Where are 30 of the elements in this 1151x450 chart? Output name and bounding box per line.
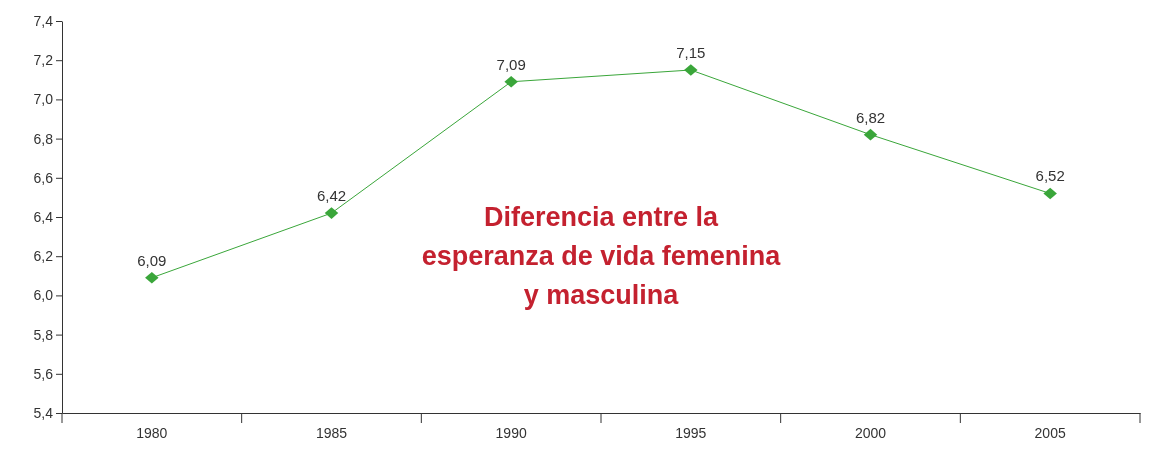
point [324,207,339,219]
data-label: 6,42 [316,187,347,205]
point [863,128,878,141]
y-tick-label: 7,0 [33,91,54,108]
y-tick-label: 5,4 [33,404,54,421]
y-tick-label: 6,6 [33,169,54,186]
y-tick-label: 7,2 [33,52,54,69]
data-label: 6,82 [855,108,886,126]
data-label: 7,15 [676,44,706,61]
x-tick-label: 1995 [675,425,707,442]
text: Diferencia entre la esperanza de vida femenina y masculina [421,202,782,310]
x-tick-label: 2005 [1034,425,1066,442]
y-tick-label: 5,6 [33,365,54,382]
y-tick-label: 6,2 [33,248,54,265]
data-label: 6,52 [1035,167,1065,185]
y-tick-label: 6,4 [33,208,54,225]
y-tick-label: 6,0 [33,287,54,304]
point [504,75,518,88]
data-label: 7,09 [496,55,526,73]
y-tick-label: 7,4 [33,12,54,29]
x-tick-label: 1990 [495,425,527,442]
x-tick-label: 1985 [315,425,348,442]
y-tick-label: 5,8 [33,326,54,343]
x-tick-label: 1980 [136,425,168,442]
x-tick-label: 2000 [854,425,887,442]
point [1043,187,1057,200]
point [145,271,159,284]
data-label: 6,09 [137,251,167,269]
point [684,64,698,76]
y-tick-label: 6,8 [33,130,54,147]
